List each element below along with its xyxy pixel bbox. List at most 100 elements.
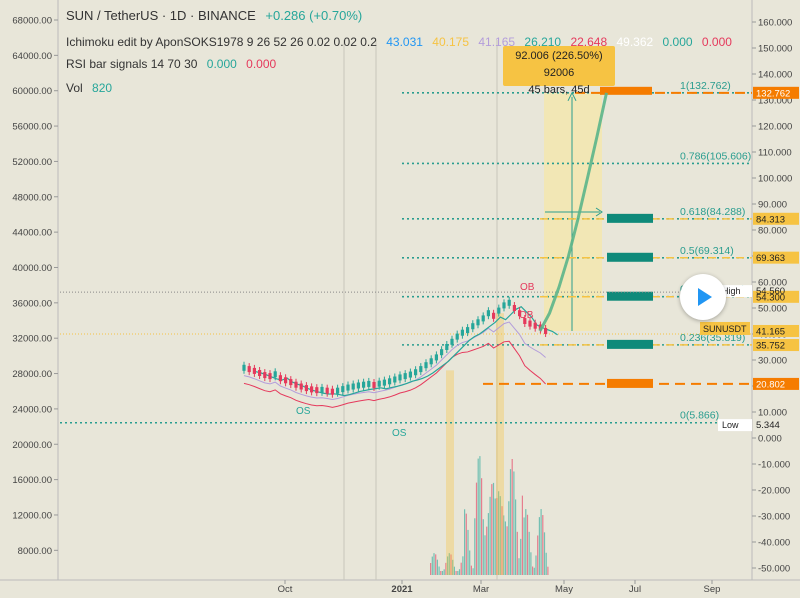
right-tick-label: 0.000 [758, 434, 782, 445]
price-tag [753, 377, 799, 390]
symbol-title[interactable]: SUN / TetherUS · 1D · BINANCE [66, 8, 256, 23]
right-tick-label: -10.000 [758, 460, 790, 471]
volume-bar [543, 532, 546, 575]
candle-body [471, 323, 475, 330]
candle-body [528, 320, 532, 327]
candle-body [258, 370, 262, 376]
candle-body [330, 388, 334, 395]
candle-body [377, 380, 381, 387]
candle-body [434, 354, 438, 361]
volume-bar [523, 517, 525, 575]
left-tick-label: 48000.00 [12, 192, 52, 203]
volume-bar [521, 495, 523, 575]
ichimoku-value: 49.362 [616, 35, 654, 49]
volume-bar [506, 526, 508, 575]
fib-level-label: 0.618(84.288) [680, 206, 745, 218]
volume-bar [520, 538, 522, 575]
candle-body [289, 379, 293, 386]
price-tag-label: 84.313 [756, 214, 785, 225]
volume-bar [436, 559, 438, 575]
volume-bar [481, 478, 483, 575]
volume-bar [496, 498, 498, 575]
volume-bar [448, 553, 450, 575]
measure-change: 92.006 (226.50%) 92006 [515, 50, 603, 79]
high-tag [718, 285, 752, 298]
candle-body [419, 366, 423, 373]
candle-body [408, 371, 412, 378]
right-tick-label: 140.000 [758, 70, 792, 81]
candle-body [393, 376, 397, 383]
right-tick-label: -20.000 [758, 486, 790, 497]
candle-body [544, 327, 548, 334]
left-tick-label: 52000.00 [12, 157, 52, 168]
volume-bar [547, 566, 549, 575]
ichimoku-legend[interactable]: Ichimoku edit by AponSOKS1978 9 26 52 26… [66, 35, 738, 49]
ichimoku-value: 41.165 [478, 35, 516, 49]
rsi-legend[interactable]: RSI bar signals 14 70 30 0.000 0.000 [66, 57, 282, 71]
candle-body [476, 319, 480, 326]
volume-bar [498, 491, 500, 575]
volume-bar [455, 571, 457, 575]
right-tick-label: 90.000 [758, 200, 787, 211]
left-tick-label: 32000.00 [12, 334, 52, 345]
left-tick-label: 16000.00 [12, 475, 52, 486]
candle-body [325, 387, 329, 394]
volume-highlight [446, 370, 454, 575]
volume-bar [487, 513, 489, 575]
right-tick-label: 120.000 [758, 122, 792, 133]
candle-body [460, 329, 464, 336]
time-tick-label: May [555, 584, 573, 595]
candle-body [346, 384, 350, 391]
signal-label: OS [392, 428, 407, 439]
volume-bar [470, 565, 472, 575]
right-tick-label: 160.000 [758, 18, 792, 29]
candle-body [294, 381, 298, 388]
candle-body [403, 373, 407, 380]
volume-bar [474, 518, 476, 575]
volume-bar [530, 552, 532, 575]
volume-bar [528, 531, 530, 575]
candle-body [445, 344, 449, 350]
volume-bar [475, 482, 478, 575]
volume-bar [452, 559, 454, 575]
right-tick-label: 100.000 [758, 174, 792, 185]
ichimoku-span-b [243, 340, 546, 408]
volume-bar [516, 531, 518, 575]
volume-bar [540, 509, 542, 575]
left-tick-label: 44000.00 [12, 228, 52, 239]
volume-bar [542, 515, 544, 575]
candle-body [440, 349, 444, 356]
volume-bar [492, 482, 495, 575]
candle-body [263, 372, 267, 379]
candle-body [367, 380, 371, 387]
volume-legend[interactable]: Vol 820 [66, 81, 118, 95]
left-tick-label: 56000.00 [12, 122, 52, 133]
candle-body [372, 381, 376, 388]
candle-body [268, 373, 272, 380]
level-box [607, 252, 653, 262]
volume-label: Vol [66, 81, 83, 95]
volume-highlight [496, 313, 504, 575]
volume-bar [489, 496, 491, 575]
volume-bar [469, 550, 471, 575]
play-button[interactable] [680, 274, 726, 320]
ichimoku-value: 0.000 [701, 35, 732, 49]
volume-bar [513, 471, 515, 575]
candle-body [533, 322, 537, 329]
volume-bar [499, 496, 501, 575]
right-tick-label: 130.000 [758, 96, 792, 107]
left-tick-label: 12000.00 [12, 510, 52, 521]
right-tick-label: 60.000 [758, 278, 787, 289]
time-tick-label: Mar [473, 584, 489, 595]
candle-body [398, 374, 402, 381]
fib-level-label: 0(5.866) [680, 410, 719, 422]
rsi-value: 0.000 [246, 57, 277, 71]
price-tag [753, 212, 799, 225]
candle-body [466, 327, 470, 334]
time-tick-label: 2021 [391, 584, 413, 595]
right-tick-label: -40.000 [758, 538, 790, 549]
volume-bar [430, 563, 432, 575]
price-tag [753, 251, 799, 264]
